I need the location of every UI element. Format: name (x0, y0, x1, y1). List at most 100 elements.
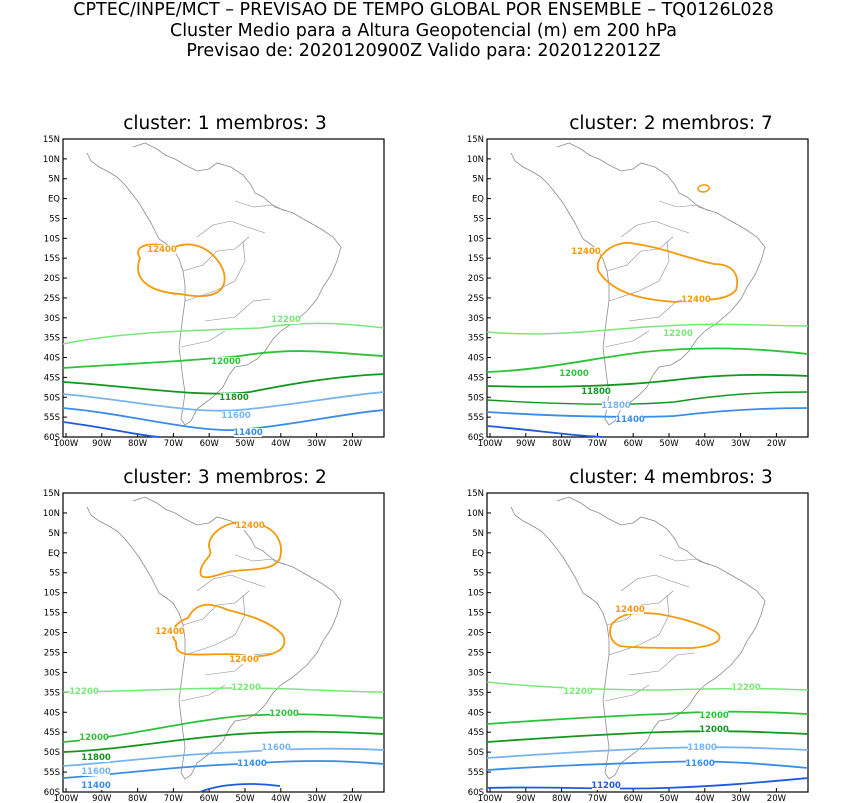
contour-line (486, 746, 809, 759)
header-line-3: Previsao de: 2020120900Z Valido para: 20… (186, 41, 661, 61)
lat-tick-label: 45S (468, 373, 484, 383)
lon-tick-label: 80W (552, 794, 572, 803)
map-figure: 15N 10N 5N EQ 5S 10S 15S 20S 25S 30S 35S 40S 45S 50S 5… (43, 489, 385, 803)
lon-tick-label: 20W (767, 794, 787, 803)
coastline (86, 142, 342, 426)
contour-label: 12400 (235, 521, 265, 531)
lat-tick-label: 35S (44, 688, 60, 698)
lon-tick-label: 80W (128, 794, 148, 803)
lat-tick-label: 40S (468, 354, 484, 364)
contour-line (609, 612, 721, 649)
contour-label: 12000 (79, 733, 109, 743)
lat-tick-label: 15S (468, 609, 484, 619)
contour-label: 11600 (685, 759, 715, 769)
lon-tick-label: 70W (164, 439, 184, 448)
lon-tick-label: 100W (478, 794, 503, 803)
lat-tick-label: 30S (44, 314, 60, 324)
contour-line (486, 710, 809, 725)
contour-label: 11800 (581, 387, 611, 397)
contour-line (486, 347, 809, 373)
lon-tick-label: 30W (731, 794, 751, 803)
lat-tick-label: 55S (468, 413, 484, 423)
lat-tick-label: 25S (468, 294, 484, 304)
contour-label: 12200 (271, 315, 301, 325)
lon-tick-label: 20W (343, 439, 363, 448)
lon-tick-label: 70W (164, 794, 184, 803)
lat-tick-label: 20S (44, 629, 60, 639)
map-panel-2: cluster: 2 membros: 7 15N 10N 5N EQ 5S 10S 15S… (424, 108, 847, 448)
map-frame (62, 138, 385, 438)
contour-line (697, 184, 710, 193)
contour-line (596, 242, 738, 303)
map-figure: 15N 10N 5N EQ 5S 10S 15S 20S 25S 30S 35S 40S 45S 50S 5… (467, 489, 809, 803)
contour-label: 12400 (147, 245, 177, 255)
contour-line (62, 713, 385, 743)
lat-tick-label: 15N (43, 135, 60, 145)
contour-label: 12200 (563, 687, 593, 697)
contour-label: 12000 (699, 711, 729, 721)
contour-label: 11600 (81, 767, 111, 777)
lat-tick-label: 15N (43, 489, 60, 499)
lat-tick-label: 30S (44, 668, 60, 678)
lat-tick-label: 10S (468, 589, 484, 599)
lon-tick-label: 90W (516, 794, 536, 803)
lon-tick-label: 90W (92, 794, 112, 803)
lon-tick-label: 80W (128, 439, 148, 448)
lat-tick-label: 15S (468, 254, 484, 264)
contour-line (62, 747, 385, 767)
contour-line (486, 730, 809, 743)
lat-tick-label: 5N (48, 175, 60, 185)
contour-label: 12000 (211, 357, 241, 367)
lon-tick-label: 30W (307, 794, 327, 803)
lat-tick-label: 55S (44, 413, 60, 423)
coastline (510, 496, 766, 780)
contour-line (486, 373, 809, 388)
contour-line (486, 681, 809, 691)
lat-tick-label: 20S (468, 274, 484, 284)
lat-tick-label: EQ (472, 549, 484, 559)
contour-line (62, 322, 385, 345)
contour-line (62, 730, 385, 753)
lat-tick-label: 55S (468, 768, 484, 778)
lat-tick-label: 10S (44, 234, 60, 244)
lon-tick-label: 50W (659, 794, 679, 803)
map-figure: 15N 10N 5N EQ 5S 10S 15S 20S 25S 30S 35S 40S 45S 50S 5… (467, 135, 809, 448)
contour-label: 12400 (571, 247, 601, 257)
lon-tick-label: 40W (271, 439, 291, 448)
contour-line (486, 777, 809, 790)
lon-tick-label: 40W (695, 794, 715, 803)
lon-tick-label: 60W (200, 439, 220, 448)
header-line-2: Cluster Medio para a Altura Geopotencial… (169, 21, 678, 41)
lat-tick-label: 45S (44, 373, 60, 383)
lat-tick-label: 5S (473, 214, 484, 224)
lat-tick-label: 60S (468, 433, 484, 443)
lat-tick-label: 35S (44, 334, 60, 344)
lat-tick-label: EQ (472, 195, 484, 205)
contour-label: 11600 (261, 743, 291, 753)
lon-tick-label: 80W (552, 439, 572, 448)
lat-tick-label: 10N (467, 155, 484, 165)
contour-line (62, 350, 385, 369)
lon-tick-label: 50W (235, 439, 255, 448)
contour-line (62, 373, 385, 395)
lon-tick-label: 100W (54, 439, 79, 448)
map-panel-4: cluster: 4 membros: 3 15N 10N 5N EQ 5S 10S 15S… (424, 462, 847, 803)
contour-label: 11800 (81, 753, 111, 763)
panel-title: cluster: 1 membros: 3 (123, 113, 327, 134)
contour-label: 11400 (233, 428, 263, 438)
lon-tick-label: 90W (92, 439, 112, 448)
lat-tick-label: 40S (44, 708, 60, 718)
lon-tick-label: 100W (478, 439, 503, 448)
contour-label: 11200 (591, 781, 621, 791)
lat-tick-label: 20S (468, 629, 484, 639)
lat-tick-label: 50S (468, 748, 484, 758)
contour-label: 12000 (559, 369, 589, 379)
contour-line (486, 407, 809, 418)
lon-tick-label: 60W (624, 794, 644, 803)
lon-tick-label: 40W (271, 794, 291, 803)
contour-label: 11800 (687, 743, 717, 753)
lat-tick-label: 25S (44, 294, 60, 304)
lat-tick-label: 15N (467, 489, 484, 499)
lat-tick-label: 10S (468, 234, 484, 244)
lat-tick-label: 50S (44, 393, 60, 403)
